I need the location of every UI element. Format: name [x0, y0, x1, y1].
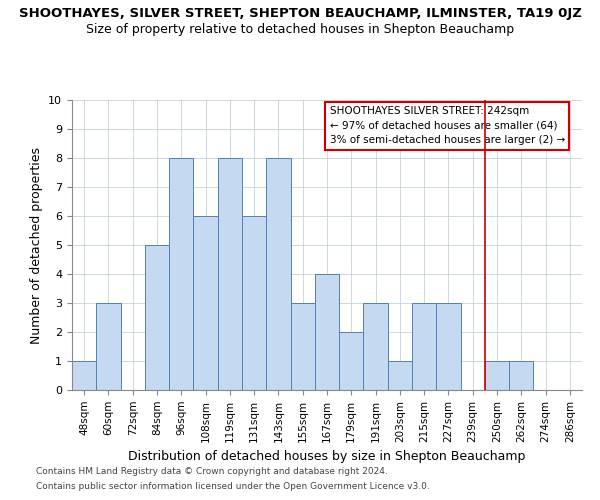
- Bar: [509, 361, 533, 390]
- Text: Contains HM Land Registry data © Crown copyright and database right 2024.: Contains HM Land Registry data © Crown c…: [36, 467, 388, 476]
- Bar: [436, 303, 461, 390]
- Bar: [412, 303, 436, 390]
- Bar: [145, 245, 169, 390]
- Bar: [339, 332, 364, 390]
- Bar: [290, 303, 315, 390]
- Bar: [72, 361, 96, 390]
- Bar: [242, 216, 266, 390]
- Bar: [485, 361, 509, 390]
- Bar: [266, 158, 290, 390]
- Text: SHOOTHAYES SILVER STREET: 242sqm
← 97% of detached houses are smaller (64)
3% of: SHOOTHAYES SILVER STREET: 242sqm ← 97% o…: [329, 106, 565, 146]
- X-axis label: Distribution of detached houses by size in Shepton Beauchamp: Distribution of detached houses by size …: [128, 450, 526, 463]
- Bar: [315, 274, 339, 390]
- Text: Contains public sector information licensed under the Open Government Licence v3: Contains public sector information licen…: [36, 482, 430, 491]
- Bar: [388, 361, 412, 390]
- Y-axis label: Number of detached properties: Number of detached properties: [30, 146, 43, 344]
- Bar: [218, 158, 242, 390]
- Bar: [364, 303, 388, 390]
- Text: SHOOTHAYES, SILVER STREET, SHEPTON BEAUCHAMP, ILMINSTER, TA19 0JZ: SHOOTHAYES, SILVER STREET, SHEPTON BEAUC…: [19, 8, 581, 20]
- Bar: [96, 303, 121, 390]
- Text: Size of property relative to detached houses in Shepton Beauchamp: Size of property relative to detached ho…: [86, 22, 514, 36]
- Bar: [169, 158, 193, 390]
- Bar: [193, 216, 218, 390]
